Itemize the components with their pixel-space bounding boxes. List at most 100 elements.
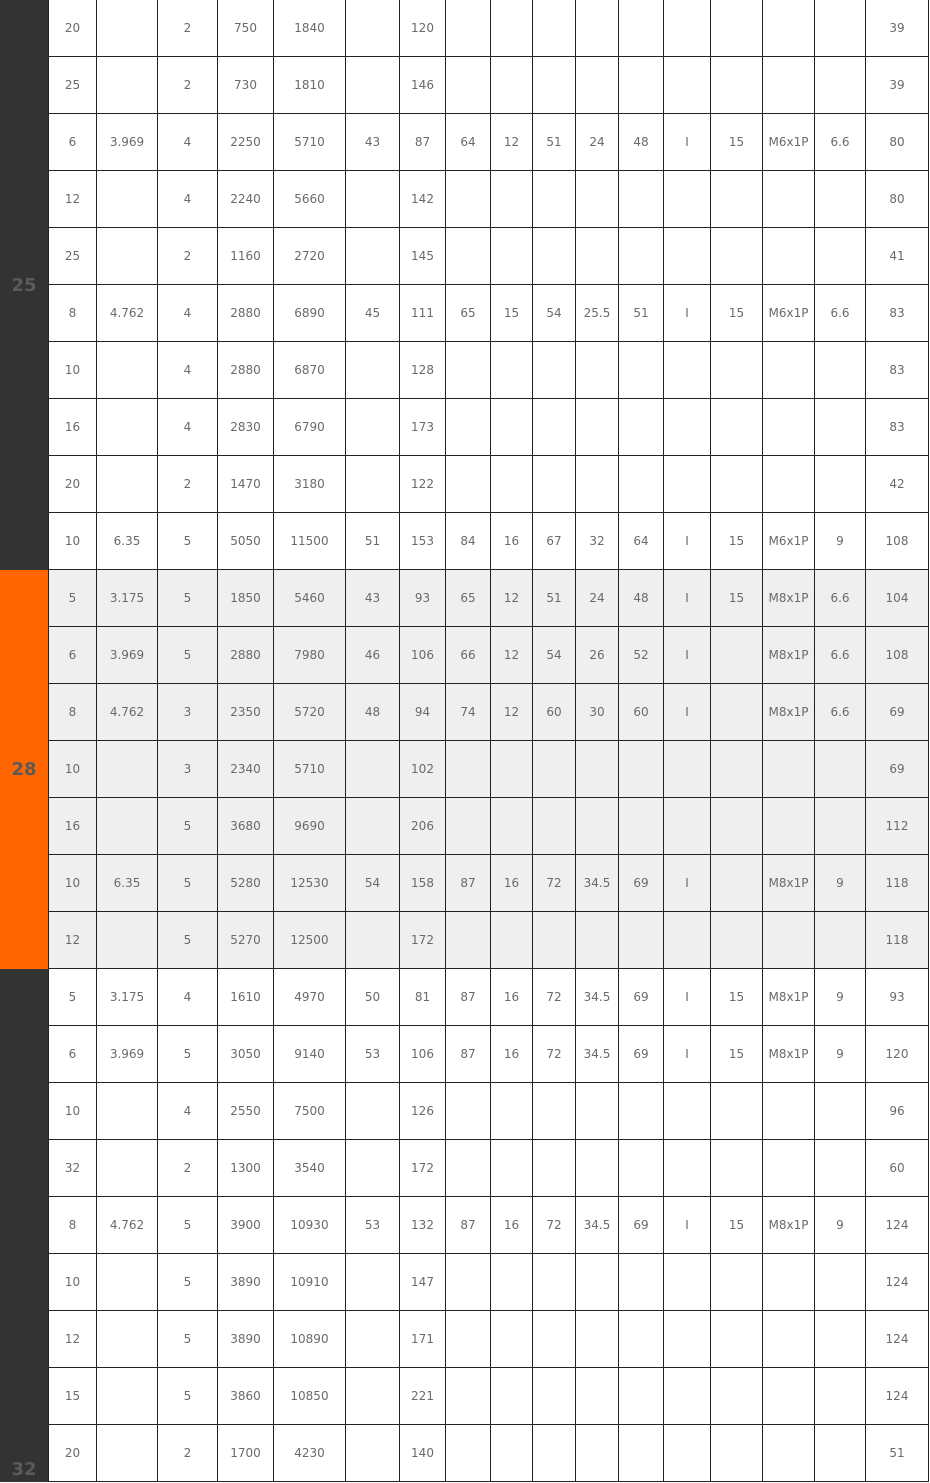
table-cell: 53	[346, 1026, 400, 1083]
table-cell: 5720	[274, 684, 346, 741]
table-cell	[491, 456, 533, 513]
table-cell: 16	[491, 513, 533, 570]
table-cell	[763, 1425, 815, 1482]
table-cell: M6x1P	[763, 114, 815, 171]
table-row: 20 2 1700 4230 140 51	[48, 1425, 929, 1482]
table-cell: 2830	[218, 399, 274, 456]
table-cell: M8x1P	[763, 627, 815, 684]
table-cell: 43	[346, 570, 400, 627]
table-cell	[576, 456, 619, 513]
table-cell: 3680	[218, 798, 274, 855]
table-cell: 15	[48, 1368, 97, 1425]
table-cell	[815, 0, 866, 57]
table-cell: 2880	[218, 285, 274, 342]
table-cell	[711, 1311, 763, 1368]
table-cell: 5	[48, 969, 97, 1026]
table-cell: 52	[619, 627, 664, 684]
table-cell: 118	[866, 912, 929, 969]
table-cell	[815, 399, 866, 456]
table-cell	[491, 228, 533, 285]
table-cell: 67	[533, 513, 576, 570]
table-cell: 34.5	[576, 855, 619, 912]
table-cell: 1160	[218, 228, 274, 285]
table-cell	[533, 342, 576, 399]
table-cell	[533, 1083, 576, 1140]
table-cell	[711, 228, 763, 285]
table-cell	[815, 228, 866, 285]
table-cell	[711, 399, 763, 456]
table-cell: 2	[158, 228, 218, 285]
group-label-cell: 32	[0, 969, 48, 1482]
table-cell: 16	[491, 855, 533, 912]
table-cell	[97, 798, 158, 855]
table-cell: 10	[48, 513, 97, 570]
table-cell: M6x1P	[763, 285, 815, 342]
table-cell: 5	[158, 570, 218, 627]
table-cell	[664, 171, 711, 228]
table-cell	[346, 1140, 400, 1197]
table-cell: 4.762	[97, 1197, 158, 1254]
table-row: 10 5 3890 10910 147 124	[48, 1254, 929, 1311]
table-cell	[815, 342, 866, 399]
table-cell	[491, 1311, 533, 1368]
table-cell: 32	[576, 513, 619, 570]
table-cell: I	[664, 1197, 711, 1254]
table-cell: 12	[48, 912, 97, 969]
table-cell: 108	[866, 513, 929, 570]
table-cell: 8	[48, 684, 97, 741]
table-cell: 39	[866, 57, 929, 114]
table-cell	[346, 171, 400, 228]
table-cell	[763, 912, 815, 969]
table-cell	[711, 456, 763, 513]
table-cell: 750	[218, 0, 274, 57]
table-cell: 80	[866, 171, 929, 228]
table-cell: 87	[446, 855, 491, 912]
table-cell	[576, 228, 619, 285]
table-cell	[815, 1425, 866, 1482]
table-cell	[346, 1425, 400, 1482]
table-cell: 6.6	[815, 285, 866, 342]
table-cell: 4	[158, 342, 218, 399]
table-cell: 39	[866, 0, 929, 57]
table-cell: 206	[400, 798, 446, 855]
table-cell: 1470	[218, 456, 274, 513]
table-cell	[533, 1140, 576, 1197]
table-cell: 4970	[274, 969, 346, 1026]
table-cell	[711, 798, 763, 855]
table-cell: 6.6	[815, 684, 866, 741]
table-cell: 5710	[274, 741, 346, 798]
table-cell	[763, 57, 815, 114]
table-cell: 5	[158, 1311, 218, 1368]
table-cell: 15	[711, 969, 763, 1026]
table-cell: 4.762	[97, 684, 158, 741]
table-cell: 42	[866, 456, 929, 513]
table-cell: 10	[48, 342, 97, 399]
table-cell	[711, 1425, 763, 1482]
table-cell: M6x1P	[763, 513, 815, 570]
table-cell	[491, 1083, 533, 1140]
table-row: 20 2 750 1840 120 39	[48, 0, 929, 57]
table-row: 16 4 2830 6790 173 83	[48, 399, 929, 456]
table-cell	[97, 171, 158, 228]
table-cell	[533, 1368, 576, 1425]
table-cell	[763, 798, 815, 855]
table-cell: 83	[866, 285, 929, 342]
table-cell	[446, 1254, 491, 1311]
table-cell: 48	[346, 684, 400, 741]
table-cell	[815, 741, 866, 798]
table-cell: 87	[446, 1026, 491, 1083]
table-cell	[763, 171, 815, 228]
table-cell	[711, 912, 763, 969]
table-cell	[711, 627, 763, 684]
table-cell	[491, 57, 533, 114]
table-cell: 93	[400, 570, 446, 627]
table-row: 6 3.969 4 2250 5710 43 87 64 12 51 24 48 I 15 M6x1P 6.6…	[48, 114, 929, 171]
table-cell: 2250	[218, 114, 274, 171]
table-cell: M8x1P	[763, 684, 815, 741]
table-cell	[711, 1254, 763, 1311]
table-cell	[664, 1425, 711, 1482]
table-cell: 45	[346, 285, 400, 342]
table-cell: 6	[48, 627, 97, 684]
table-row: 12 5 5270 12500 172 118	[48, 912, 929, 969]
table-cell: I	[664, 285, 711, 342]
